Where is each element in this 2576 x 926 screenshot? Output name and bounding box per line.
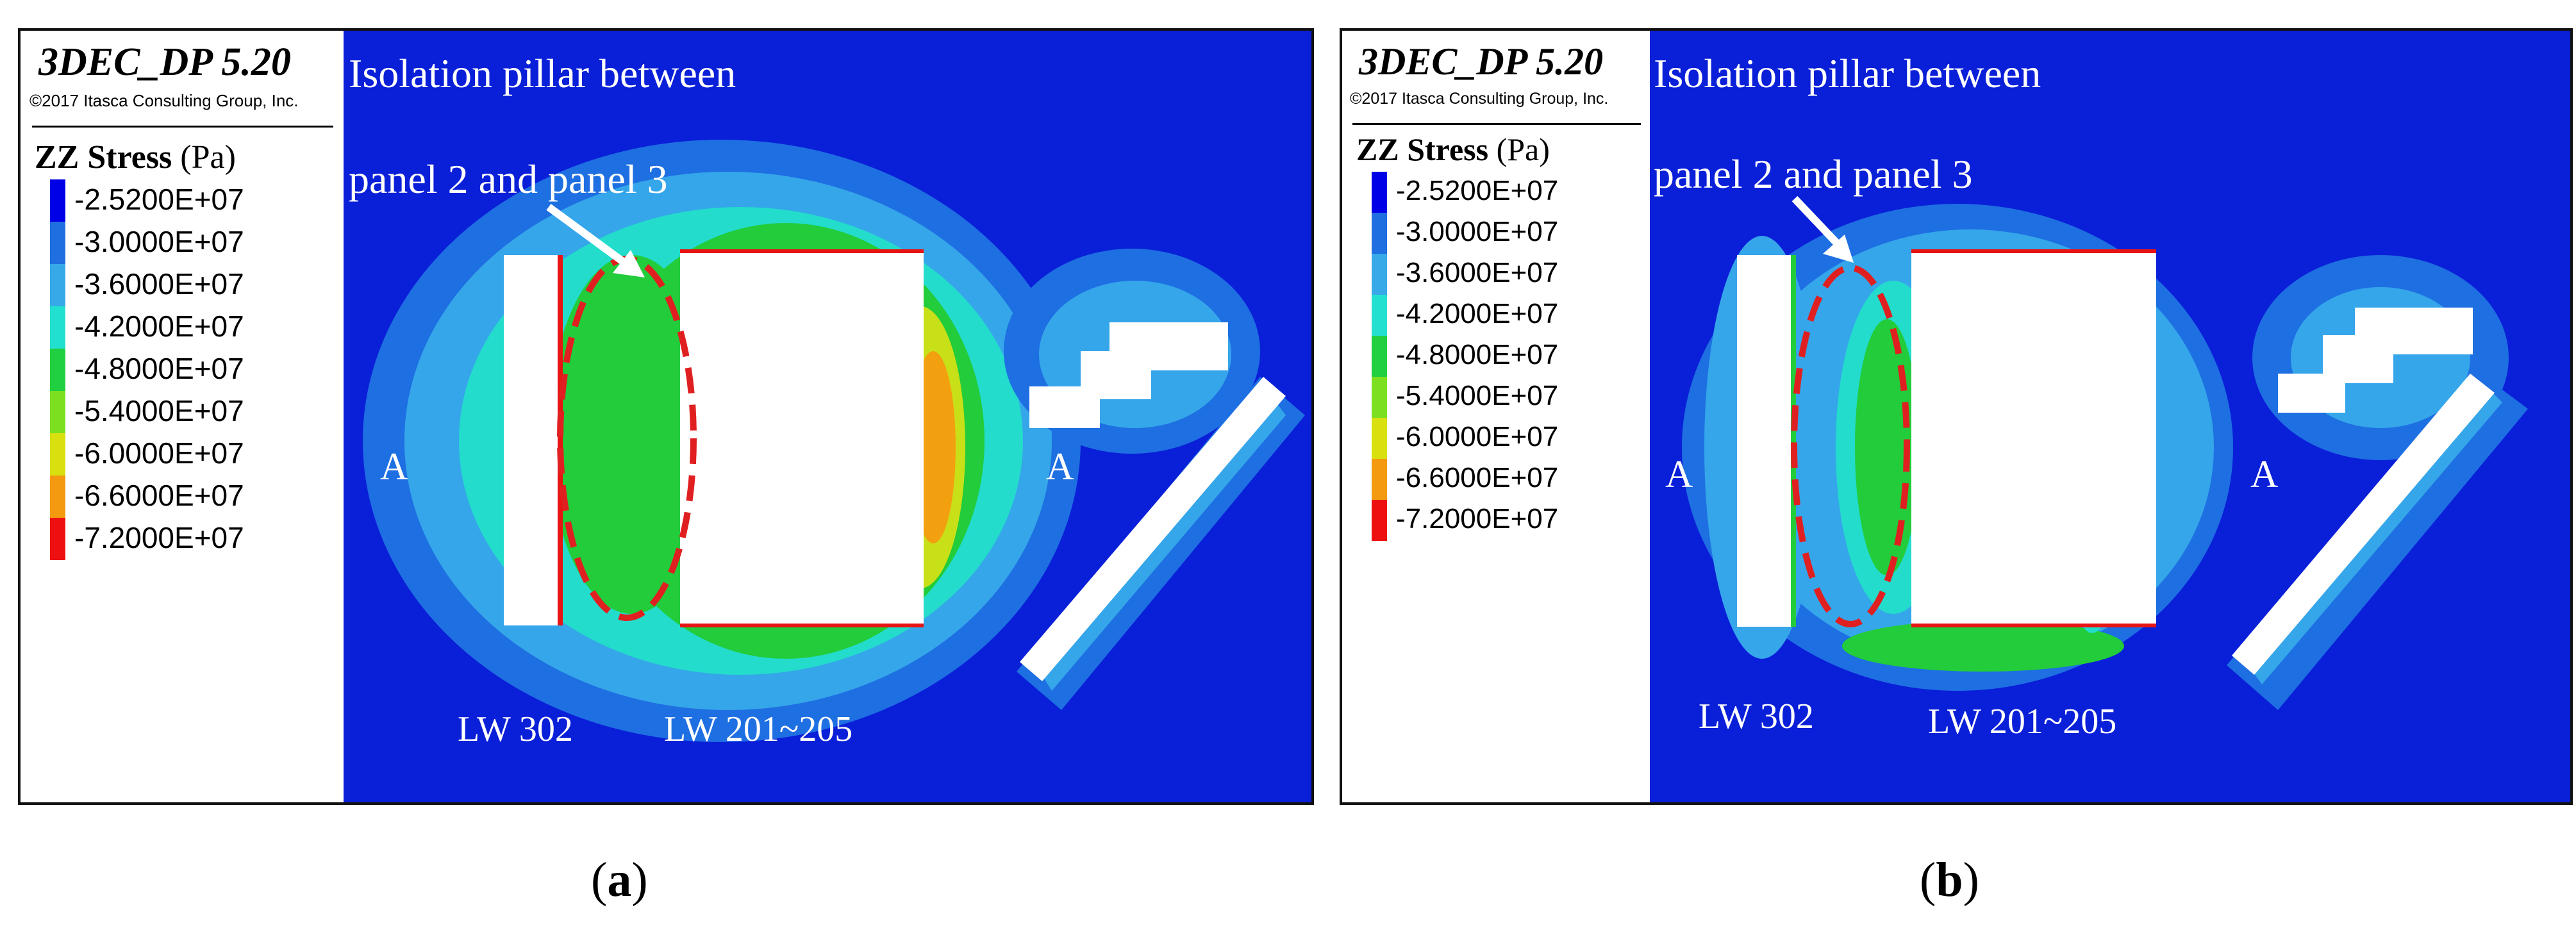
caption-open: ( [1920, 853, 1936, 907]
legend-swatch [50, 433, 65, 475]
legend-swatch [50, 222, 65, 264]
caption-a: (a) [591, 852, 648, 908]
figure-panel-b: 3DEC_DP 5.20 ©2017 Itasca Consulting Gro… [1320, 0, 2576, 926]
annotation-line-1: Isolation pillar between [1654, 51, 2041, 96]
legend-swatch [1372, 254, 1387, 295]
software-title: 3DEC_DP 5.20 [38, 40, 291, 84]
software-title: 3DEC_DP 5.20 [1359, 40, 1604, 83]
legend-variable-label: ZZ Stress (Pa) [1356, 131, 1550, 168]
isolation-pillar-ellipse [1791, 265, 1910, 627]
legend-label: -5.4000E+07 [74, 394, 244, 428]
legend-divider [1352, 123, 1641, 125]
section-label-a-right: A [2250, 453, 2278, 495]
legend-swatch [50, 306, 65, 349]
lw302-edge-green [1791, 255, 1796, 627]
legend-label: -4.2000E+07 [1396, 297, 1559, 329]
step-excavation [2278, 308, 2473, 413]
legend-label: -6.6000E+07 [74, 479, 244, 513]
contour-graphic-b: Isolation pillar between panel 2 and pan… [1650, 31, 2570, 802]
figure-panel-a: 3DEC_DP 5.20 ©2017 Itasca Consulting Gro… [18, 28, 1314, 908]
annotation-line-2: panel 2 and panel 3 [349, 156, 668, 202]
legend-swatch [1372, 336, 1387, 377]
legend-swatch [1372, 213, 1387, 254]
lw302-excavation [504, 255, 559, 625]
panel-a-frame: 3DEC_DP 5.20 ©2017 Itasca Consulting Gro… [18, 28, 1314, 805]
section-label-a-right: A [1046, 445, 1074, 488]
legend-label: -7.2000E+07 [74, 521, 244, 555]
legend-label: -2.5200E+07 [1396, 174, 1559, 206]
lw201-label: LW 201~205 [664, 709, 852, 749]
caption-b: (b) [1920, 852, 1979, 908]
panel-a-legend: 3DEC_DP 5.20 ©2017 Itasca Consulting Gro… [21, 31, 346, 802]
lw201-label: LW 201~205 [1928, 702, 2116, 741]
legend-swatch [1372, 459, 1387, 500]
legend-label: -6.0000E+07 [1396, 420, 1559, 452]
lw201-excavation [680, 252, 924, 624]
zone-green-bottom [1842, 620, 2124, 672]
annotation-arrow-line [1791, 195, 1845, 252]
legend-swatch [50, 518, 65, 560]
panel-b-frame: 3DEC_DP 5.20 ©2017 Itasca Consulting Gro… [1340, 28, 2573, 805]
legend-label: -4.2000E+07 [74, 310, 244, 343]
legend-swatch [1372, 172, 1387, 213]
legend-swatch [50, 264, 65, 306]
copyright-text: ©2017 Itasca Consulting Group, Inc. [1350, 90, 1609, 108]
annotation-arrow-line [546, 204, 636, 272]
lw201-bottom-edge [680, 624, 924, 627]
legend-label: -3.6000E+07 [74, 267, 244, 301]
annotation-line-2: panel 2 and panel 3 [1654, 151, 1973, 197]
lw201-top-edge [1911, 249, 2156, 253]
section-label-a-left: A [1665, 453, 1693, 495]
legend-swatch [1372, 377, 1387, 418]
copyright-text: ©2017 Itasca Consulting Group, Inc. [29, 91, 299, 110]
stress-contour-plot-b: Isolation pillar between panel 2 and pan… [1650, 31, 2570, 802]
legend-swatch [1372, 500, 1387, 541]
variable-name: ZZ Stress [1356, 131, 1489, 167]
legend-variable-label: ZZ Stress (Pa) [35, 138, 236, 176]
legend-label: -3.6000E+07 [1396, 256, 1559, 288]
section-label-a-left: A [380, 445, 408, 488]
legend-label: -4.8000E+07 [74, 352, 244, 386]
diagonal-excavation [2232, 374, 2495, 675]
caption-letter: a [607, 853, 632, 907]
lw302-label: LW 302 [1699, 697, 1814, 736]
lw302-excavation [1737, 255, 1792, 627]
annotation-line-1: Isolation pillar between [349, 51, 736, 96]
legend-label: -5.4000E+07 [1396, 379, 1559, 411]
legend-swatch [50, 179, 65, 222]
lw201-bottom-edge [1911, 624, 2156, 627]
legend-divider [32, 126, 333, 128]
legend-label: -2.5200E+07 [74, 183, 244, 217]
step-excavation [1029, 322, 1228, 428]
panel-b-legend: 3DEC_DP 5.20 ©2017 Itasca Consulting Gro… [1342, 31, 1652, 802]
diagonal-excavation [1020, 377, 1286, 681]
annotation-arrowhead [1823, 235, 1854, 263]
legend-swatch [1372, 418, 1387, 459]
caption-close: ) [631, 853, 648, 907]
legend-label: -6.0000E+07 [74, 436, 244, 470]
stress-contour-plot-a: Isolation pillar between panel 2 and pan… [344, 31, 1311, 802]
variable-unit: (Pa) [180, 139, 236, 176]
legend-swatch [50, 391, 65, 433]
legend-swatch [50, 349, 65, 391]
legend-swatch [50, 475, 65, 518]
legend-label: -3.0000E+07 [1396, 215, 1559, 247]
legend-swatch [1372, 295, 1387, 336]
legend-label: -4.8000E+07 [1396, 338, 1559, 370]
annotation-arrowhead [613, 250, 645, 277]
legend-label: -6.6000E+07 [1396, 461, 1559, 493]
caption-letter: b [1936, 853, 1963, 907]
lw302-label: LW 302 [458, 709, 573, 749]
variable-name: ZZ Stress [35, 139, 172, 176]
legend-label: -3.0000E+07 [74, 225, 244, 259]
variable-unit: (Pa) [1496, 131, 1550, 167]
lw201-excavation [1911, 252, 2156, 624]
legend-label: -7.2000E+07 [1396, 502, 1559, 534]
lw302-edge-red [558, 255, 563, 625]
contour-graphic-a: Isolation pillar between panel 2 and pan… [344, 31, 1311, 802]
caption-close: ) [1963, 853, 1979, 907]
caption-open: ( [591, 853, 608, 907]
lw201-top-edge [680, 249, 924, 253]
